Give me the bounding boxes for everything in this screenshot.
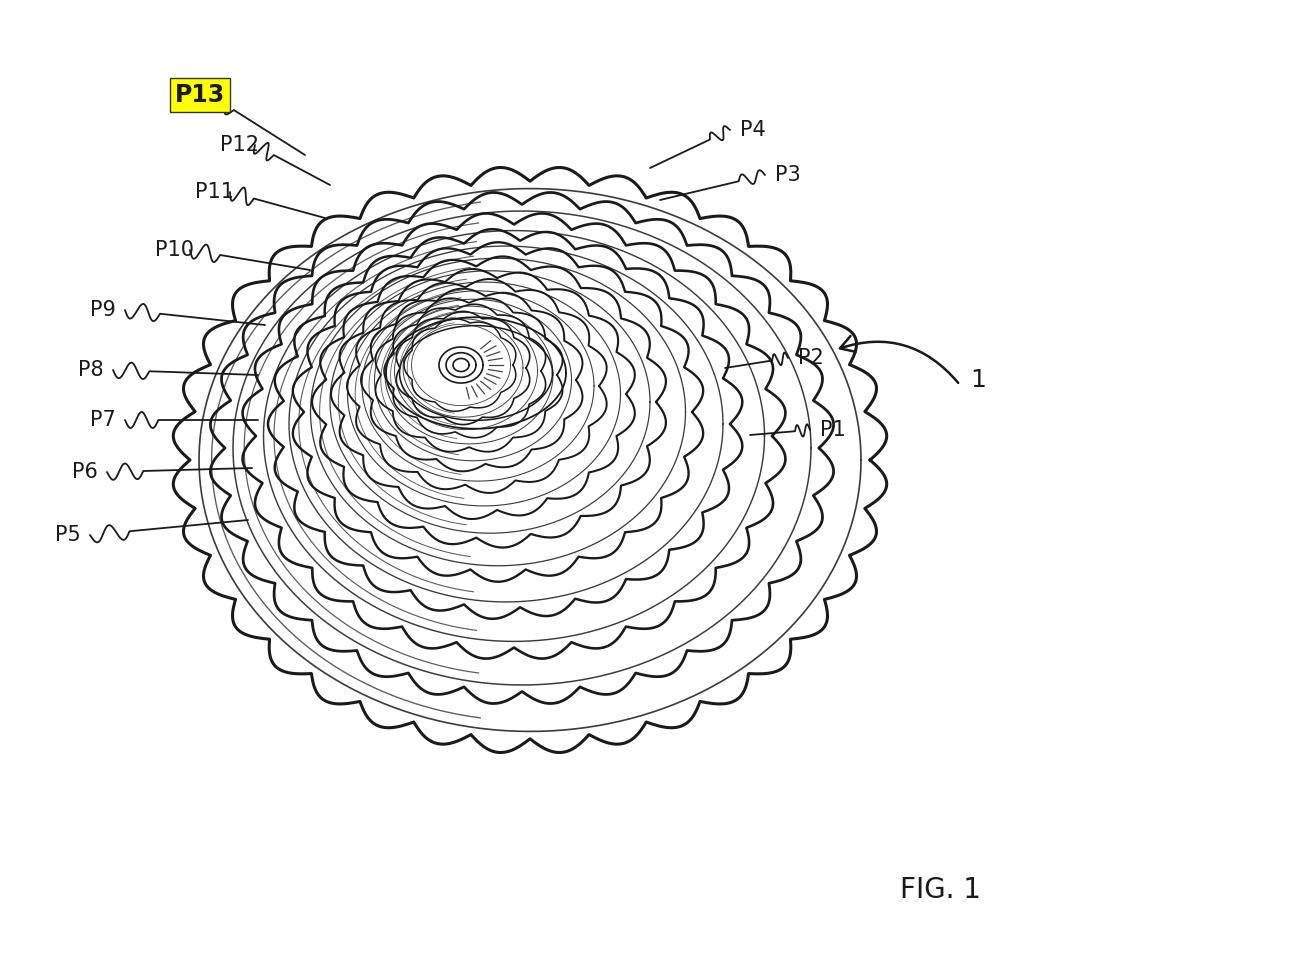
Text: P5: P5 <box>55 525 81 545</box>
Text: P8: P8 <box>78 360 104 380</box>
Text: P7: P7 <box>90 410 116 430</box>
Text: P10: P10 <box>155 240 194 260</box>
Text: FIG. 1: FIG. 1 <box>900 876 982 904</box>
Text: P4: P4 <box>740 120 766 140</box>
Text: P2: P2 <box>798 348 824 368</box>
Text: P3: P3 <box>775 165 801 185</box>
FancyArrowPatch shape <box>840 336 958 383</box>
Text: P12: P12 <box>220 135 259 155</box>
Text: P1: P1 <box>820 420 846 440</box>
Text: P11: P11 <box>195 182 234 202</box>
Text: 1: 1 <box>970 368 985 392</box>
Text: P9: P9 <box>90 300 116 320</box>
Text: P13: P13 <box>176 83 225 107</box>
Text: P6: P6 <box>72 462 98 482</box>
